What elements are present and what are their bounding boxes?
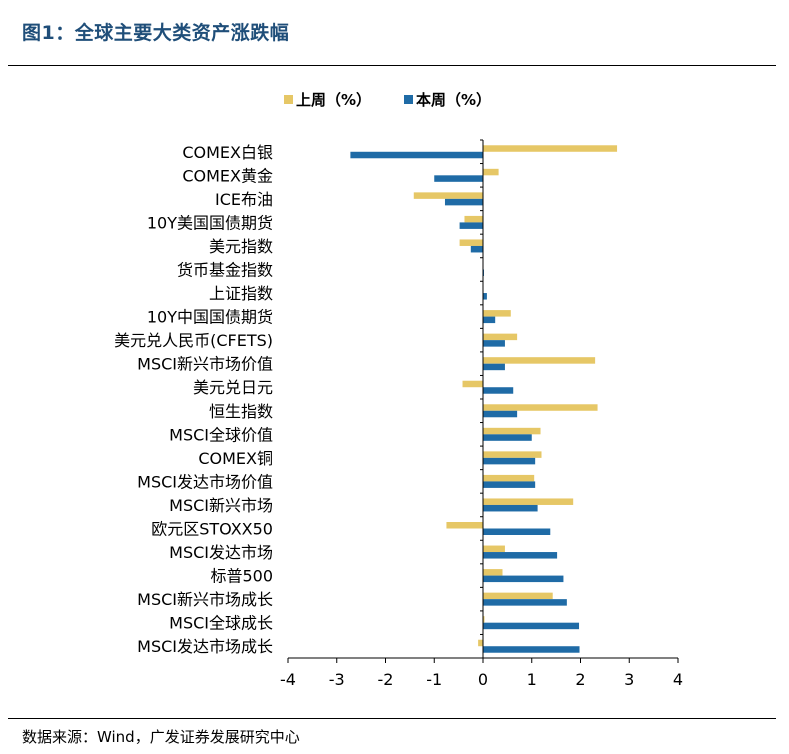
bottom-rule <box>8 718 776 719</box>
category-label-4: 美元指数 <box>209 237 273 256</box>
x-tick-label-1: -3 <box>329 670 345 689</box>
bar-prev-17 <box>483 545 505 553</box>
bar-curr-12 <box>483 434 532 441</box>
category-label-12: MSCI全球价值 <box>169 425 273 444</box>
bar-prev-3 <box>464 215 483 223</box>
category-label-8: 美元兑人民币(CFETS) <box>114 331 273 350</box>
category-label-18: 标普500 <box>210 567 273 586</box>
category-label-14: MSCI发达市场价值 <box>137 472 273 491</box>
bar-prev-15 <box>483 498 574 505</box>
category-label-0: COMEX白银 <box>182 143 273 162</box>
category-label-15: MSCI新兴市场 <box>169 496 273 515</box>
category-label-17: MSCI发达市场 <box>169 543 273 562</box>
bar-curr-3 <box>459 222 483 229</box>
legend-swatch-0 <box>284 95 293 104</box>
x-tick-label-2: -2 <box>378 670 394 689</box>
category-label-19: MSCI新兴市场成长 <box>137 590 273 609</box>
bar-prev-10 <box>462 380 483 388</box>
category-labels: COMEX白银 COMEX黄金 ICE布油 10Y美国国债期货美元指数货币基金指数上证… <box>114 143 273 656</box>
category-label-3: 10Y美国国债期货 <box>147 213 273 232</box>
bar-curr-7 <box>483 316 496 324</box>
x-tick-label-0: -4 <box>280 670 296 689</box>
bar-prev-16 <box>446 522 483 529</box>
axes: -4 -3 -2 -1 0 1 2 3 4 <box>280 139 683 689</box>
category-label-7: 10Y中国国债期货 <box>147 308 273 327</box>
bar-curr-1 <box>434 175 483 182</box>
x-tick-label-4: 0 <box>478 670 488 689</box>
bar-prev-1 <box>483 168 499 176</box>
category-label-1: COMEX黄金 <box>182 166 273 185</box>
category-label-2: ICE布油 <box>215 190 273 209</box>
category-label-20: MSCI全球成长 <box>169 614 273 633</box>
bar-prev-18 <box>483 569 503 576</box>
figure-title: 图1：全球主要大类资产涨跌幅 <box>22 22 290 44</box>
category-label-6: 上证指数 <box>209 284 273 303</box>
bar-prev-11 <box>483 404 598 411</box>
category-label-11: 恒生指数 <box>209 402 273 421</box>
x-tick-label-7: 3 <box>624 670 634 689</box>
legend-label-1: 本周（%） <box>416 91 491 109</box>
series-curr-bars <box>350 151 580 653</box>
bar-prev-8 <box>483 333 518 341</box>
bar-curr-21 <box>483 646 580 653</box>
category-label-5: 货币基金指数 <box>177 261 273 280</box>
category-label-13: COMEX铜 <box>198 449 273 468</box>
x-tick-label-3: -1 <box>426 670 442 689</box>
bar-curr-14 <box>483 481 536 488</box>
bar-curr-13 <box>483 457 536 465</box>
bar-curr-9 <box>483 363 505 371</box>
bar-curr-6 <box>483 293 487 300</box>
bar-prev-13 <box>483 451 542 458</box>
source-note: 数据来源：Wind，广发证券发展研究中心 <box>22 728 300 746</box>
bar-prev-19 <box>483 592 553 600</box>
bar-curr-2 <box>444 198 483 206</box>
category-label-9: MSCI新兴市场价值 <box>137 355 273 374</box>
bar-curr-17 <box>483 552 558 559</box>
category-label-16: 欧元区STOXX50 <box>151 520 273 539</box>
bar-prev-20 <box>483 616 485 623</box>
bar-curr-11 <box>483 410 518 418</box>
category-label-10: 美元兑日元 <box>193 378 273 397</box>
bar-prev-9 <box>483 357 596 364</box>
bar-prev-7 <box>483 310 511 317</box>
bar-curr-18 <box>483 575 564 583</box>
category-label-21: MSCI发达市场成长 <box>137 637 273 656</box>
bar-curr-15 <box>483 504 538 512</box>
bar-curr-8 <box>483 340 505 347</box>
bar-prev-12 <box>483 427 541 435</box>
bar-curr-4 <box>470 245 483 253</box>
bar-prev-0 <box>483 145 618 152</box>
bar-prev-2 <box>413 192 483 199</box>
legend-label-0: 上周（%） <box>296 91 371 109</box>
bar-curr-19 <box>483 599 567 606</box>
legend: 上周（%） 本周（%） <box>284 91 491 109</box>
x-tick-label-5: 1 <box>527 670 537 689</box>
x-tick-label-8: 4 <box>673 670 683 689</box>
bar-curr-0 <box>350 151 483 159</box>
bar-prev-21 <box>478 639 483 647</box>
bar-curr-10 <box>483 387 514 394</box>
series-prev-bars <box>413 145 618 647</box>
bar-curr-20 <box>483 622 580 630</box>
legend-swatch-1 <box>404 95 413 104</box>
bar-curr-16 <box>483 528 551 535</box>
x-tick-label-6: 2 <box>575 670 585 689</box>
top-rule <box>8 65 776 66</box>
bar-prev-4 <box>459 239 483 246</box>
bar-prev-14 <box>483 474 535 482</box>
